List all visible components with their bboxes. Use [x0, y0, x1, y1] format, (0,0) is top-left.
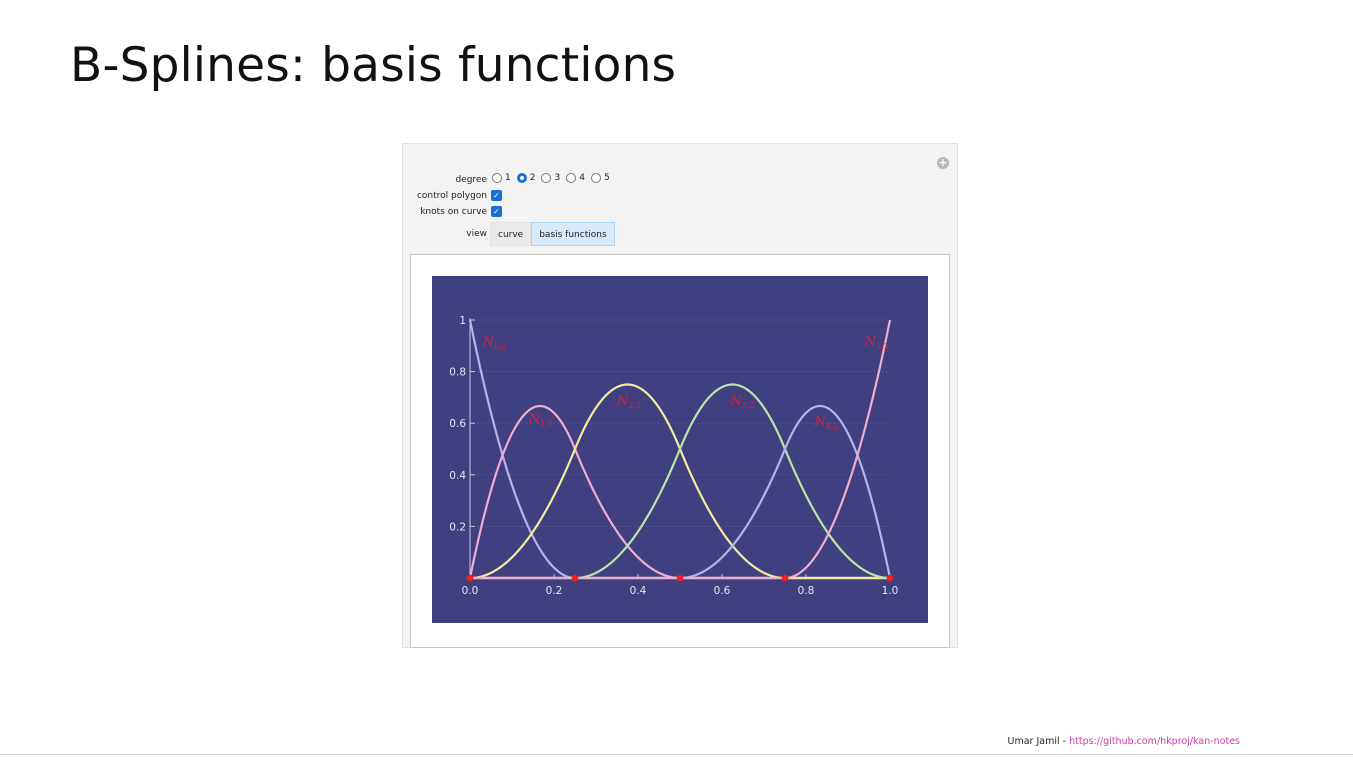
degree-option-label: 3: [554, 173, 561, 183]
radio-dot-icon[interactable]: [541, 173, 552, 183]
degree-option-label: 2: [529, 173, 536, 183]
degree-option-5[interactable]: 5: [590, 173, 610, 183]
degree-option-1[interactable]: 1: [492, 173, 511, 183]
knot-point: [781, 574, 789, 582]
degree-label: degree: [455, 175, 487, 185]
knot-point: [466, 574, 474, 582]
knots-on-curve-label: knots on curve: [420, 207, 487, 217]
control-polygon-checkbox[interactable]: ✓: [491, 190, 502, 201]
x-tick-label: 0.8: [798, 585, 815, 597]
x-tick-label: 0.0: [462, 585, 479, 597]
degree-option-label: 1: [505, 173, 511, 183]
series-label: N3,2: [729, 394, 754, 410]
view-label: view: [466, 229, 487, 239]
y-tick-label: 0.6: [449, 418, 466, 430]
series-label: N4,2: [813, 415, 838, 431]
footer: Umar Jamil - https://github.com/hkproj/k…: [1008, 736, 1240, 747]
y-tick-label: 1: [459, 315, 466, 327]
series-label: N1,2: [528, 412, 553, 428]
footer-divider: [0, 754, 1353, 755]
view-tab-basis-functions[interactable]: basis functions: [531, 222, 615, 246]
view-tab-curve[interactable]: curve: [490, 222, 532, 246]
radio-dot-icon[interactable]: [590, 173, 601, 183]
degree-option-label: 5: [603, 173, 610, 183]
degree-option-4[interactable]: 4: [566, 173, 585, 183]
y-tick-label: 0.8: [449, 367, 466, 379]
basis-functions-chart: 0.2 0.4 0.6 0.8 1 0.0 0.2 0.4 0.6 0.8 1.0 N0,2 N1,2 N…: [432, 276, 928, 623]
x-tick-label: 0.6: [714, 585, 731, 597]
x-tick-label: 1.0: [882, 585, 899, 597]
x-tick-label: 0.2: [546, 585, 563, 597]
add-icon[interactable]: +: [937, 156, 949, 169]
y-tick-label: 0.4: [449, 470, 466, 482]
footer-link[interactable]: https://github.com/hkproj/kan-notes: [1069, 736, 1240, 747]
degree-option-label: 4: [579, 173, 585, 183]
degree-option-2[interactable]: 2: [516, 173, 536, 183]
knots-on-curve-checkbox[interactable]: ✓: [491, 206, 502, 217]
footer-author: Umar Jamil -: [1007, 736, 1070, 747]
series-label: N5,2: [864, 335, 889, 351]
y-tick-label: 0.2: [449, 521, 466, 533]
series-label: N2,2: [616, 394, 641, 410]
series-label: N0,2: [482, 335, 507, 351]
x-tick-label: 0.4: [630, 585, 647, 597]
radio-dot-icon[interactable]: [566, 173, 577, 183]
degree-radio-group: 1 2 3 4 5: [492, 173, 610, 183]
knot-point: [676, 574, 684, 582]
slide-title: B-Splines: basis functions: [70, 38, 677, 93]
knot-point: [571, 574, 579, 582]
radio-dot-icon[interactable]: [516, 173, 527, 183]
degree-option-3[interactable]: 3: [541, 173, 560, 183]
control-polygon-label: control polygon: [416, 191, 487, 201]
view-tabs: curve basis functions: [490, 222, 615, 246]
radio-dot-icon[interactable]: [492, 173, 502, 183]
knot-point: [886, 574, 894, 582]
